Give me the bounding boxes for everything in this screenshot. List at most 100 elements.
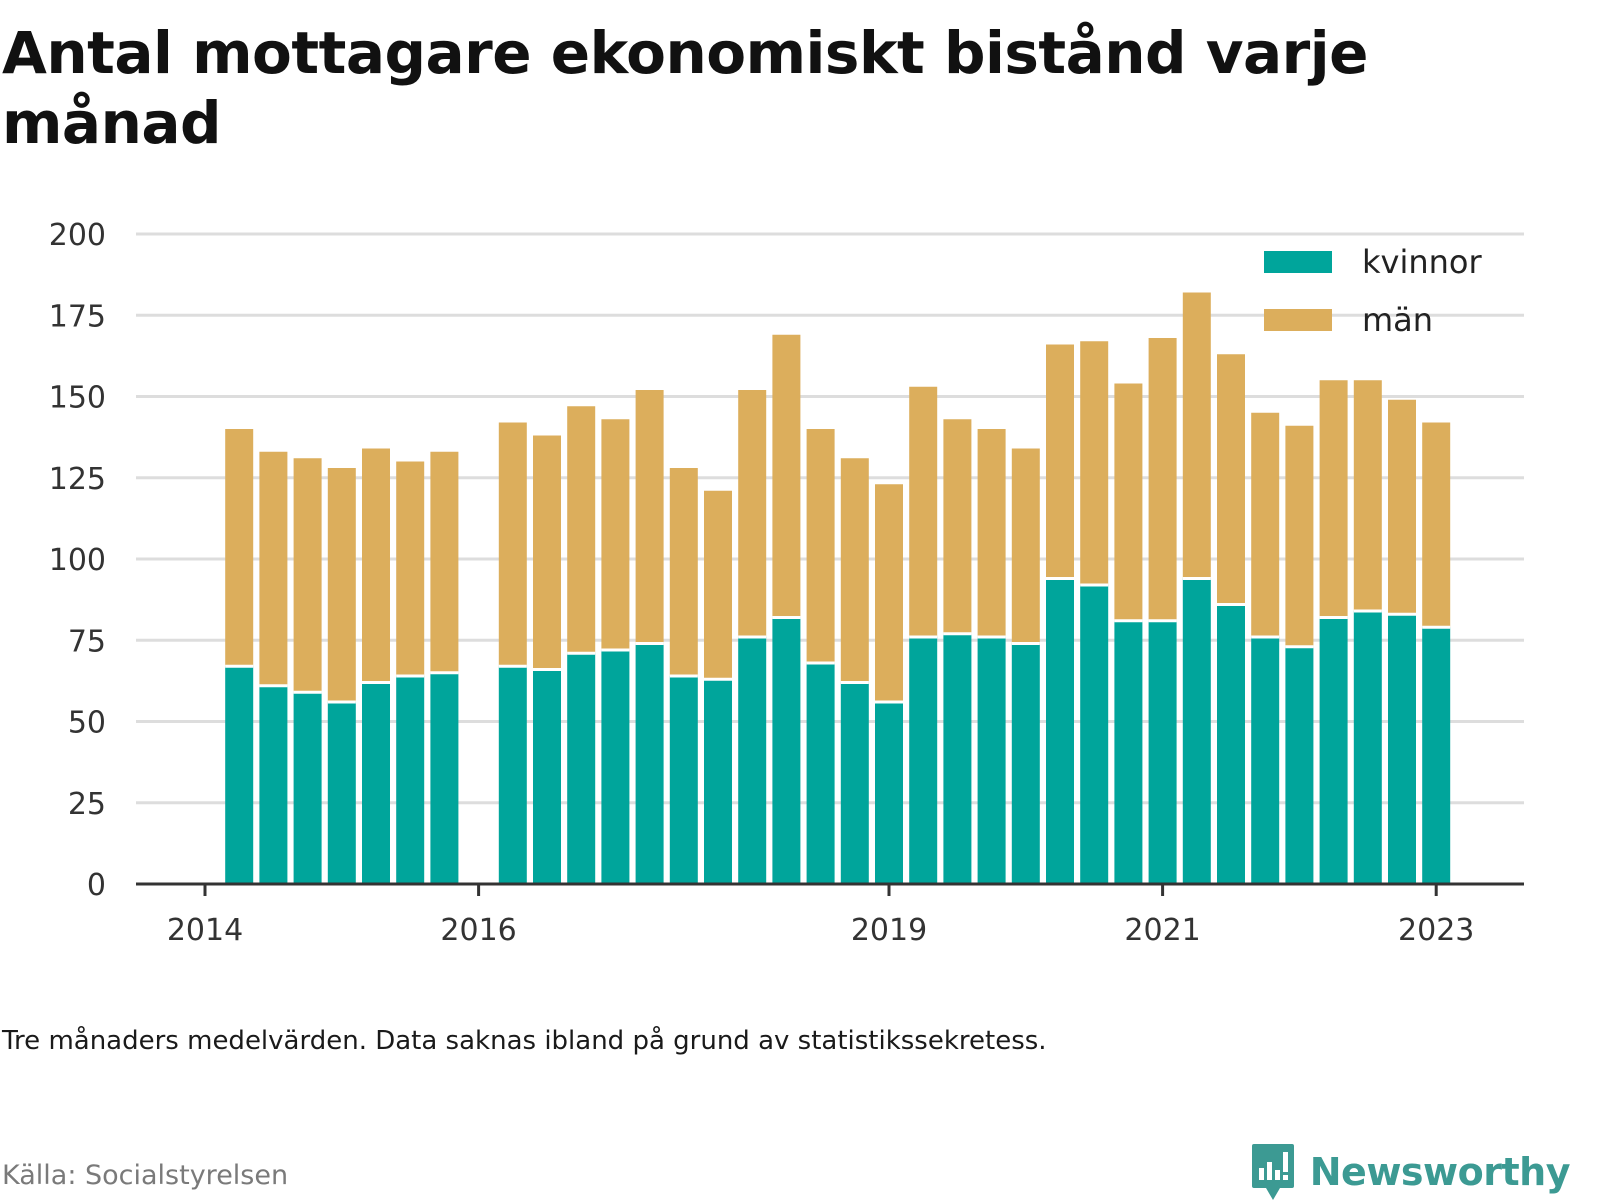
bar-kvinnor: [1011, 643, 1040, 884]
bar-man: [1148, 338, 1177, 621]
bar-man: [430, 451, 459, 673]
bar-man: [1422, 422, 1451, 628]
bar-man: [909, 386, 938, 637]
bar-group: [533, 435, 561, 884]
bar-kvinnor: [909, 637, 938, 884]
bar-man: [840, 458, 869, 683]
chart-title: Antal mottagare ekonomiskt bistånd varje…: [2, 19, 1369, 157]
bar-kvinnor: [225, 666, 254, 884]
bar-kvinnor: [362, 682, 390, 884]
bar-group: [362, 448, 390, 884]
bar-kvinnor: [806, 663, 835, 884]
bar-kvinnor: [840, 682, 869, 884]
y-tick-labels: 0 25 50 75 100 125 150 175 200: [49, 218, 106, 903]
y-tick-label: 125: [49, 462, 106, 497]
bar-group: [259, 451, 288, 884]
bar-man: [533, 435, 561, 670]
bar-man: [396, 461, 425, 676]
bar-group: [1011, 448, 1040, 884]
bar-group: [396, 461, 425, 884]
legend: kvinnor män: [1264, 243, 1483, 339]
bar-group: [704, 490, 732, 884]
bar-man: [943, 419, 972, 634]
bar-kvinnor: [1114, 620, 1143, 884]
bar-group: [1353, 380, 1382, 884]
y-tick-label: 25: [68, 787, 106, 822]
bar-group: [772, 334, 801, 884]
y-tick-label: 50: [68, 706, 106, 741]
bar-group: [1217, 354, 1245, 884]
bar-group: [601, 419, 630, 884]
bar-man: [772, 334, 801, 618]
bar-kvinnor: [943, 633, 972, 884]
bar-kvinnor: [430, 672, 459, 884]
bar-group: [293, 458, 322, 884]
bar-group: [1114, 383, 1143, 884]
bar-kvinnor: [327, 702, 356, 884]
y-tick-label: 150: [49, 381, 106, 416]
bar-kvinnor: [533, 669, 561, 884]
bar-kvinnor: [259, 685, 288, 884]
axes: [136, 882, 1524, 896]
bar-man: [225, 429, 254, 667]
x-tick-label: 2014: [167, 913, 243, 948]
bar-kvinnor: [498, 666, 527, 884]
bar-kvinnor: [1182, 578, 1211, 884]
bar-man: [1285, 425, 1314, 647]
bar-group: [840, 458, 869, 884]
bar-man: [327, 468, 356, 702]
chart-note: Tre månaders medelvärden. Data saknas ib…: [2, 1026, 1047, 1056]
bar-kvinnor: [1251, 637, 1280, 884]
legend-swatch: [1264, 309, 1332, 331]
x-tick-label: 2016: [440, 913, 516, 948]
bar-group: [1319, 380, 1348, 884]
y-tick-label: 100: [49, 543, 106, 578]
bar-group: [909, 386, 938, 884]
bar-man: [1080, 341, 1109, 585]
bar-man: [567, 406, 596, 654]
legend-label: kvinnor: [1362, 243, 1483, 281]
bar-group: [1285, 425, 1314, 884]
bar-man: [806, 429, 835, 663]
bar-man: [1319, 380, 1348, 618]
bar-kvinnor: [704, 679, 732, 884]
bar-group: [1251, 412, 1280, 884]
bar-man: [1046, 344, 1074, 579]
bar-kvinnor: [567, 653, 596, 884]
y-tick-label: 75: [68, 624, 106, 659]
y-tick-label: 175: [49, 299, 106, 334]
bar-group: [430, 451, 459, 884]
bar-kvinnor: [977, 637, 1006, 884]
bar-kvinnor: [1217, 604, 1245, 884]
bar-group: [1182, 292, 1211, 884]
bar-man: [259, 451, 288, 686]
bar-kvinnor: [1353, 611, 1382, 884]
bar-man: [293, 458, 322, 693]
bar-man: [1353, 380, 1382, 611]
bar-man: [1217, 354, 1245, 605]
bar-kvinnor: [635, 643, 664, 884]
x-tick-label: 2019: [851, 913, 927, 948]
bar-man: [738, 390, 767, 637]
bar-man: [1182, 292, 1211, 579]
y-tick-label: 0: [87, 868, 106, 903]
bars: [225, 0, 1485, 884]
bar-man: [669, 468, 698, 676]
bar-man: [1114, 383, 1143, 621]
source-credit: Källa: Socialstyrelsen: [2, 1160, 289, 1191]
bar-group: [875, 484, 903, 884]
bar-kvinnor: [875, 702, 903, 884]
bar-group: [738, 390, 767, 884]
bar-group: [669, 468, 698, 884]
bar-group: [1148, 338, 1177, 884]
bar-man: [977, 429, 1006, 637]
bar-group: [806, 429, 835, 884]
bar-man: [1011, 448, 1040, 644]
brand-logo: Newsworthy: [1250, 1142, 1571, 1202]
x-tick-label: 2023: [1398, 913, 1474, 948]
bar-man: [1388, 399, 1416, 615]
bar-man: [875, 484, 903, 702]
bar-kvinnor: [396, 676, 425, 884]
bar-kvinnor: [772, 617, 801, 884]
bar-group: [977, 429, 1006, 884]
